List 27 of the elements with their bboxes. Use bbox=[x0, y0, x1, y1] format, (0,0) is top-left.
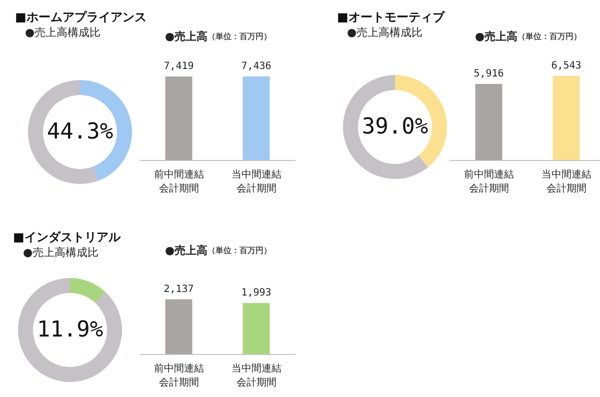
chart-title: ●売上高 bbox=[165, 30, 208, 43]
text: 44.3% bbox=[46, 120, 114, 144]
chart-title: ●売上高 bbox=[475, 30, 518, 43]
x-tick-label: 当中間連結会計期間 bbox=[231, 168, 282, 194]
data-label: 1,993 bbox=[241, 287, 272, 298]
chart-subtitle: ●売上高構成比 bbox=[25, 26, 101, 39]
chart-subtitle: ●売上高構成比 bbox=[347, 26, 423, 39]
data-label: 2,137 bbox=[164, 284, 194, 295]
text: 39.0% bbox=[362, 114, 428, 140]
data-label: 6,543 bbox=[551, 60, 582, 72]
x-tick-label: 当中間連結会計期間 bbox=[541, 168, 592, 194]
chart-title: ■インダストリアル bbox=[13, 230, 122, 244]
data-label: 7,436 bbox=[241, 60, 272, 72]
x-tick-label: 当中間連結会計期間 bbox=[231, 362, 282, 388]
x-tick-label: 前中間連結会計期間 bbox=[464, 168, 514, 194]
chart-title: ■オートモーティブ bbox=[337, 10, 446, 24]
text: 11.9% bbox=[36, 318, 104, 342]
data-label: 5,916 bbox=[474, 68, 504, 80]
chart-title: ■ホームアプライアンス bbox=[15, 10, 146, 24]
chart-title: ●売上高 bbox=[165, 244, 208, 257]
chart-subtitle: ●売上高構成比 bbox=[23, 246, 99, 259]
chart-subtitle: （単位：百万円） bbox=[208, 246, 272, 255]
x-tick-label: 前中間連結会計期間 bbox=[154, 168, 204, 194]
chart-subtitle: （単位：百万円） bbox=[208, 32, 272, 41]
x-tick-label: 前中間連結会計期間 bbox=[154, 362, 204, 388]
data-label: 7,419 bbox=[164, 61, 194, 72]
chart-subtitle: （単位：百万円） bbox=[518, 32, 582, 41]
